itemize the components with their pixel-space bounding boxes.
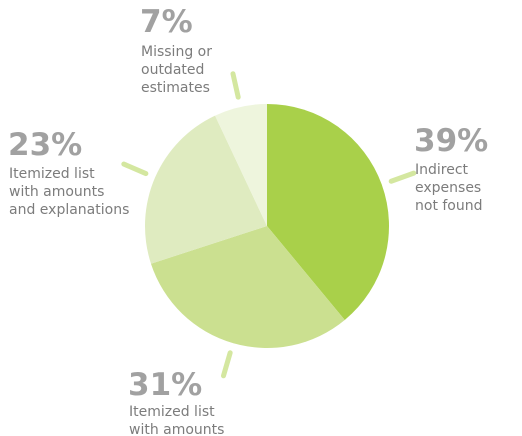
slice-label-group-itemized-amounts: 31% Itemized list with amounts [128, 367, 224, 436]
category-label-itemized-explanations-line1: Itemized list [9, 166, 95, 182]
slice-label-group-indirect: 39% Indirect expenses not found [414, 123, 488, 214]
category-label-indirect-line1: Indirect [415, 162, 469, 178]
category-label-itemized-amounts-line2: with amounts [129, 422, 224, 436]
percent-label-itemized-amounts: 31% [128, 367, 202, 403]
percent-label-itemized-explanations: 23% [8, 127, 82, 163]
category-label-missing-line3: estimates [141, 80, 210, 96]
pie-slice-itemized-explanations [145, 115, 267, 264]
category-label-indirect-line2: expenses [415, 180, 481, 196]
leader-line-itemized-amounts [220, 350, 233, 379]
category-label-itemized-amounts-line1: Itemized list [129, 404, 215, 420]
pie-slices [145, 104, 389, 348]
leader-lines [121, 71, 417, 379]
category-label-missing-line2: outdated [141, 62, 204, 78]
percent-label-indirect-expenses: 39% [414, 123, 488, 159]
leader-line-itemized-explanations [121, 161, 149, 177]
leader-line-indirect-expenses [388, 170, 417, 184]
slice-label-group-itemized-explanations: 23% Itemized list with amounts and expla… [8, 127, 129, 218]
category-label-indirect-line3: not found [415, 198, 483, 214]
pie-slice-indirect-expenses [267, 104, 389, 321]
category-label-missing-line1: Missing or [141, 44, 212, 60]
percent-label-missing-estimates: 7% [140, 4, 193, 40]
category-label-itemized-explanations-line2: with amounts [9, 184, 104, 200]
slice-label-group-missing-estimates: 7% Missing or outdated estimates [140, 4, 212, 96]
pie-slice-itemized-amounts [150, 226, 345, 348]
pie-slice-missing-estimates [215, 104, 267, 226]
category-label-itemized-explanations-line3: and explanations [9, 202, 129, 218]
leader-line-missing-estimates [230, 71, 241, 100]
